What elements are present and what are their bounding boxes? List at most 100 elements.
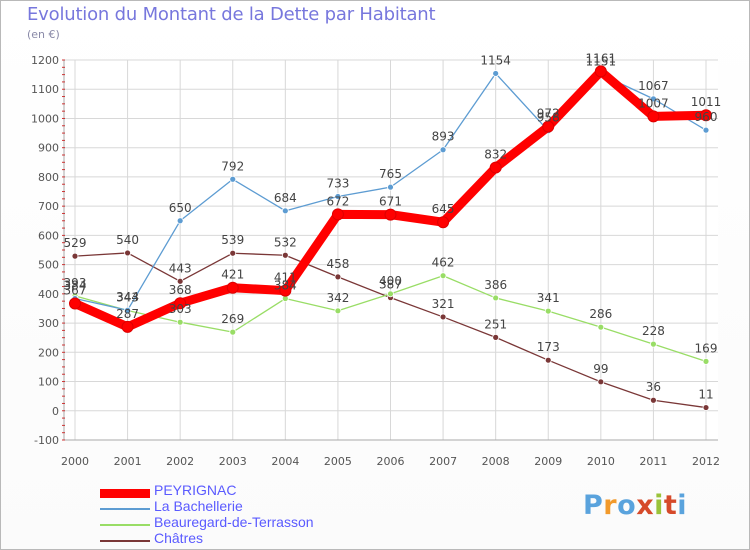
data-label-0: 368 <box>169 283 192 297</box>
data-label-0: 645 <box>432 202 455 216</box>
unit-label: (en €) <box>27 28 60 41</box>
legend-swatch-la-bachellerie <box>100 508 150 510</box>
data-label-3: 36 <box>646 380 661 394</box>
y-tick-label: 200 <box>38 346 59 359</box>
legend-swatch-chatres <box>100 540 150 542</box>
y-tick-label: 500 <box>38 259 59 272</box>
data-point-0 <box>69 297 81 310</box>
data-point-0 <box>226 281 239 294</box>
data-point-2 <box>544 307 552 315</box>
x-tick-label: 2012 <box>692 455 720 468</box>
data-point-2 <box>229 328 237 336</box>
x-tick-label: 2011 <box>639 455 667 468</box>
data-label-1: 765 <box>379 167 402 181</box>
data-point-3 <box>71 252 79 260</box>
data-point-3 <box>281 251 289 259</box>
data-label-2: 303 <box>169 302 192 316</box>
x-tick-label: 2001 <box>114 455 142 468</box>
data-label-3: 539 <box>221 233 244 247</box>
data-label-1: 650 <box>169 201 192 215</box>
data-label-0: 411 <box>274 271 297 285</box>
data-point-3 <box>334 273 342 281</box>
data-point-3 <box>702 404 710 411</box>
data-point-3 <box>492 333 500 341</box>
x-tick-label: 2002 <box>166 455 194 468</box>
data-label-1: 344 <box>116 290 139 304</box>
data-point-1 <box>492 70 500 77</box>
data-label-0: 367 <box>64 283 87 297</box>
data-point-2 <box>176 318 184 326</box>
data-label-0: 1007 <box>638 96 669 110</box>
data-point-2 <box>650 340 657 348</box>
data-label-2: 393 <box>64 276 87 290</box>
data-point-1 <box>334 193 342 200</box>
x-tick-label: 2009 <box>534 455 562 468</box>
data-label-2: 384 <box>274 279 297 293</box>
data-point-3 <box>229 249 237 257</box>
data-point-0 <box>174 297 187 310</box>
data-label-2: 342 <box>326 291 349 305</box>
data-label-0: 1011 <box>691 95 722 109</box>
data-label-1: 893 <box>432 130 455 144</box>
data-label-2: 341 <box>537 291 560 305</box>
data-point-0 <box>437 216 450 229</box>
data-label-3: 443 <box>169 261 192 275</box>
y-tick-label: 400 <box>38 288 59 301</box>
data-point-0 <box>700 109 712 122</box>
data-label-1: 733 <box>326 177 349 191</box>
x-tick-label: 2007 <box>429 455 457 468</box>
data-point-0 <box>594 65 607 78</box>
data-label-3: 387 <box>379 278 402 292</box>
data-label-1: 1151 <box>586 54 617 68</box>
data-point-1 <box>650 95 657 103</box>
y-tick-label: 100 <box>38 376 59 389</box>
legend-label-la-bachellerie: La Bachellerie <box>154 498 243 514</box>
proxiti-logo: Proxiti <box>583 490 688 521</box>
data-point-3 <box>650 396 657 404</box>
x-tick-label: 2006 <box>377 455 405 468</box>
y-tick-label: 1100 <box>31 83 59 96</box>
data-label-2: 286 <box>589 307 612 321</box>
data-label-2: 228 <box>642 324 665 338</box>
legend-label-chatres: Châtres <box>154 530 204 546</box>
data-label-0: 287 <box>116 307 139 321</box>
data-label-1: 792 <box>221 159 244 173</box>
data-point-3 <box>544 356 552 364</box>
data-label-3: 251 <box>484 317 507 331</box>
legend-label-peyrignac: PEYRIGNAC <box>154 482 237 498</box>
data-point-1 <box>387 183 394 191</box>
data-point-0 <box>384 208 397 221</box>
data-label-3: 529 <box>64 236 87 250</box>
x-tick-label: 2003 <box>219 455 247 468</box>
legend-label-beauregard: Beauregard-de-Terrasson <box>154 514 314 530</box>
data-point-1 <box>176 217 184 225</box>
data-label-3: 458 <box>326 257 349 271</box>
y-tick-label: 300 <box>38 317 59 330</box>
data-point-2 <box>387 290 394 298</box>
data-label-3: 11 <box>698 388 713 402</box>
data-point-2 <box>597 323 605 331</box>
data-point-0 <box>489 161 502 174</box>
x-tick-label: 2008 <box>482 455 510 468</box>
x-tick-label: 2005 <box>324 455 352 468</box>
y-tick-label: 0 <box>52 405 59 418</box>
data-label-1: 960 <box>695 110 718 124</box>
x-tick-label: 2004 <box>271 455 299 468</box>
y-tick-label: 900 <box>38 142 59 155</box>
data-label-3: 540 <box>116 233 139 247</box>
chart-title: Evolution du Montant de la Dette par Hab… <box>27 4 436 25</box>
data-label-0: 671 <box>379 195 402 209</box>
data-point-2 <box>334 307 342 315</box>
data-label-0: 1161 <box>586 51 617 65</box>
data-label-1: 684 <box>274 191 297 205</box>
data-label-2: 386 <box>484 278 507 292</box>
data-point-0 <box>542 120 555 133</box>
data-point-3 <box>124 249 131 257</box>
data-point-1 <box>281 207 289 215</box>
data-label-1: 1154 <box>480 53 511 67</box>
y-tick-label: 1200 <box>31 54 59 67</box>
legend-swatch-beauregard <box>100 524 150 526</box>
data-point-1 <box>702 126 710 134</box>
data-label-1: 958 <box>537 111 560 125</box>
data-point-1 <box>124 306 131 314</box>
